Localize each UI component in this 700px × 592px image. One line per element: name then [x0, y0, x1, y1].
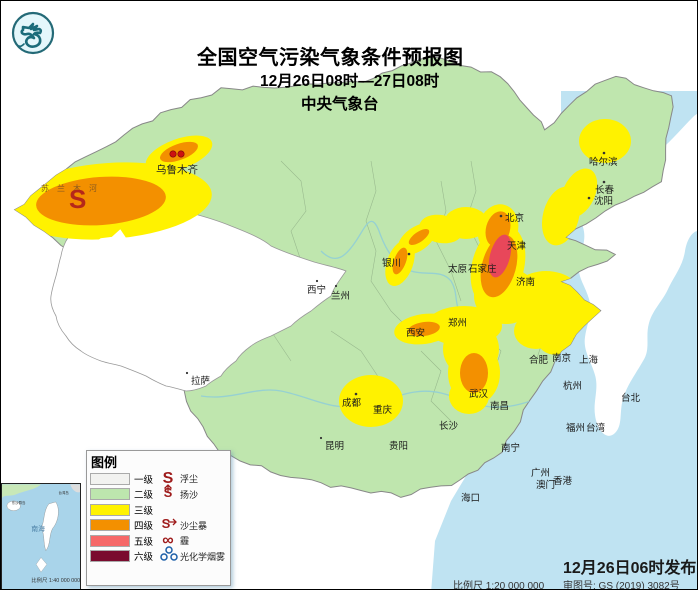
svg-text:香港: 香港 — [553, 475, 573, 487]
svg-text:郑州: 郑州 — [448, 317, 467, 329]
svg-text:拉萨: 拉萨 — [191, 375, 211, 387]
svg-text:南昌: 南昌 — [490, 400, 509, 412]
svg-text:成都: 成都 — [342, 397, 362, 409]
svg-text:长春: 长春 — [595, 184, 615, 196]
svg-text:广州: 广州 — [531, 467, 550, 479]
svg-text:哈尔滨: 哈尔滨 — [589, 156, 618, 168]
svg-text:南京: 南京 — [552, 352, 571, 364]
svg-text:南宁: 南宁 — [501, 442, 520, 454]
svg-text:杭州: 杭州 — [563, 380, 582, 392]
svg-text:武汉: 武汉 — [469, 388, 489, 400]
svg-text:S: S — [69, 184, 86, 214]
svg-text:上海: 上海 — [579, 354, 599, 366]
svg-text:台湾岛: 台湾岛 — [59, 490, 70, 495]
svg-text:福州: 福州 — [566, 422, 585, 434]
svg-text:沈阳: 沈阳 — [594, 195, 613, 207]
svg-text:南海: 南海 — [31, 524, 45, 533]
svg-text:乌鲁木齐: 乌鲁木齐 — [156, 163, 198, 176]
svg-text:12月26日06时发布: 12月26日06时发布 — [563, 558, 696, 577]
svg-text:东沙群岛: 东沙群岛 — [12, 500, 26, 505]
svg-text:台湾: 台湾 — [586, 422, 606, 434]
svg-text:北京: 北京 — [505, 212, 524, 224]
svg-text:S: S — [162, 516, 171, 530]
svg-text:西宁: 西宁 — [307, 284, 326, 296]
svg-text:合肥: 合肥 — [529, 354, 549, 366]
svg-text:兰州: 兰州 — [331, 290, 350, 302]
svg-text:天津: 天津 — [507, 241, 527, 252]
svg-text:审图号: GS (2019) 3082号: 审图号: GS (2019) 3082号 — [563, 579, 680, 590]
svg-text:银川: 银川 — [382, 257, 401, 269]
svg-text:太原: 太原 — [448, 263, 467, 275]
svg-text:长沙: 长沙 — [439, 420, 459, 432]
svg-text:台北: 台北 — [621, 392, 641, 404]
svg-text:比例尺 1:20 000 000: 比例尺 1:20 000 000 — [453, 579, 545, 590]
svg-text:西安: 西安 — [406, 327, 425, 339]
svg-text:济南: 济南 — [516, 276, 535, 288]
svg-text:昆明: 昆明 — [325, 441, 344, 452]
svg-text:石家庄: 石家庄 — [468, 263, 497, 275]
svg-text:比例尺 1:40 000 000: 比例尺 1:40 000 000 — [31, 576, 80, 584]
svg-text:贵阳: 贵阳 — [389, 440, 408, 452]
svg-text:重庆: 重庆 — [373, 404, 393, 416]
svg-text:海口: 海口 — [461, 492, 480, 504]
